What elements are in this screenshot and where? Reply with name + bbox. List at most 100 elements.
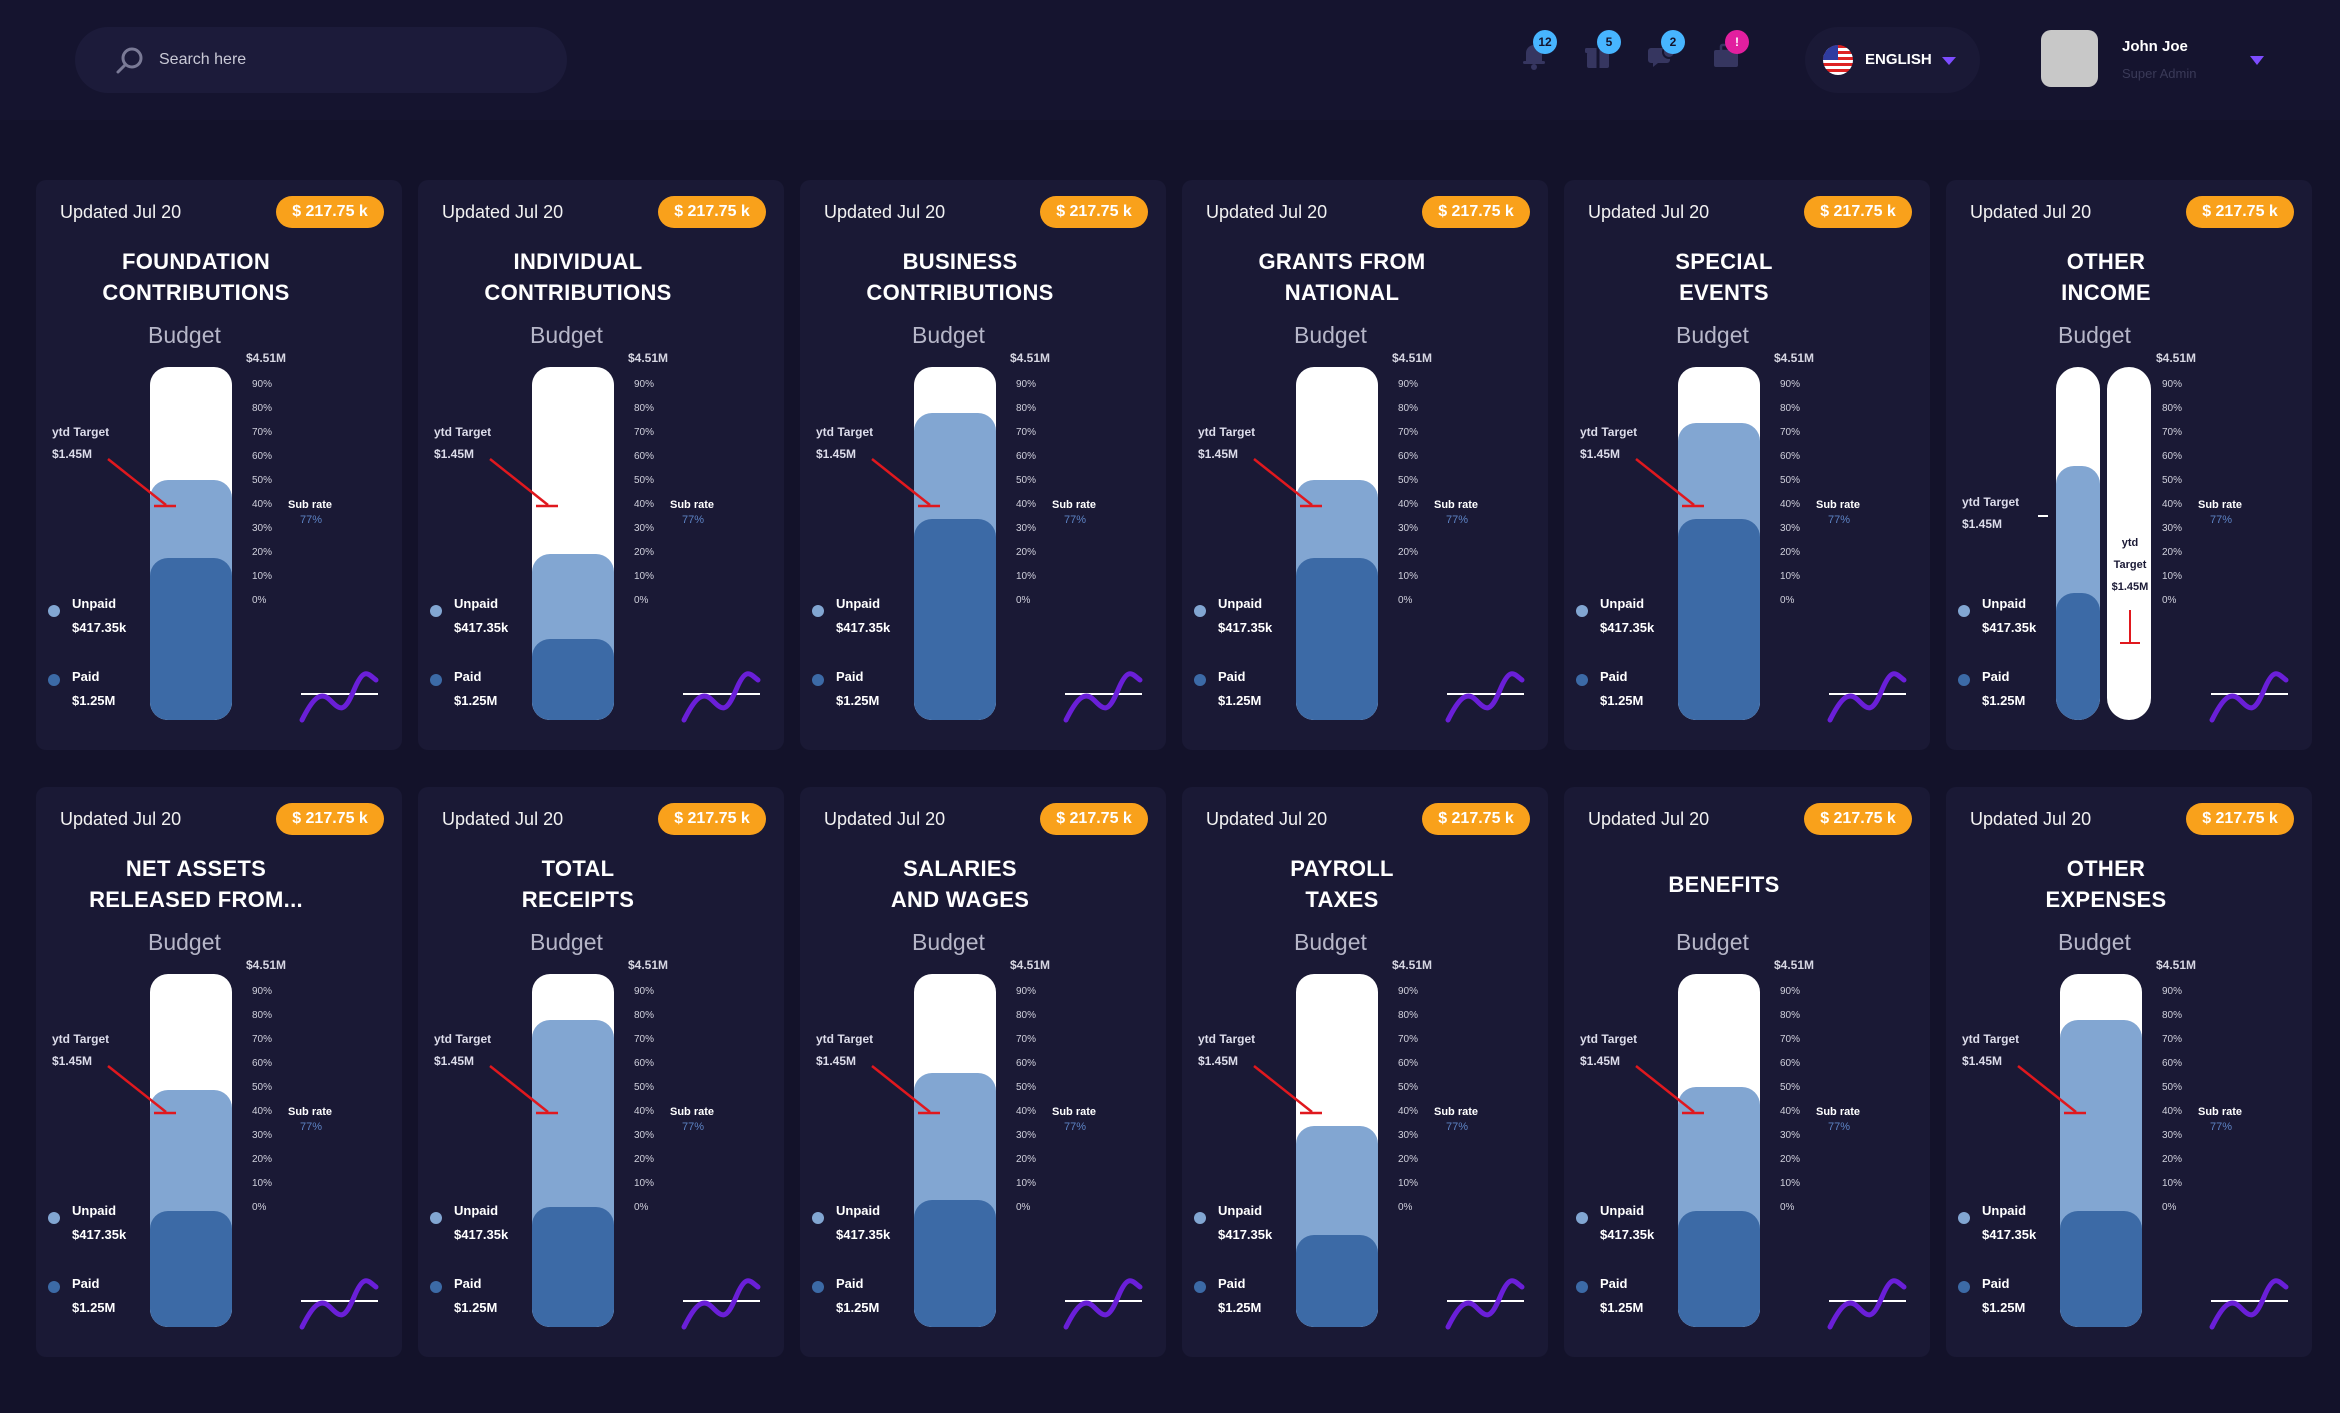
paid-legend-dot [1194,1281,1206,1293]
axis-tick-label: 40% [252,1106,273,1117]
sub-rate: Sub rate 77% [288,499,333,526]
budget-card[interactable]: Updated Jul 20 $ 217.75 k PAYROLL TAXES Budg… [1182,787,1548,1357]
unpaid-legend: Unpaid $417.35k [454,1203,509,1242]
axis-tick-label: 0% [252,595,267,606]
axis-tick-label: 90% [252,986,273,997]
amount-badge: $ 217.75 k [2186,803,2294,835]
user-menu-chevron-icon[interactable] [2250,56,2264,65]
avatar[interactable] [2041,30,2098,87]
user-role: Super Admin [2122,66,2197,81]
paid-segment [150,557,232,720]
ytd-target-arrow [107,458,176,508]
axis-tick-label: 0% [1016,1202,1031,1213]
amount-badge: $ 217.75 k [1804,803,1912,835]
budget-card[interactable]: Updated Jul 20 $ 217.75 k OTHER EXPENSES Bud… [1946,787,2312,1357]
card-title-line: BENEFITS [1668,872,1780,897]
axis-tick-label: 20% [1016,547,1037,558]
language-selector[interactable]: ENGLISH [1805,27,1980,93]
unpaid-legend: Unpaid $417.35k [1600,596,1655,635]
unpaid-legend: Unpaid $417.35k [1218,596,1273,635]
search-box[interactable] [75,27,567,93]
paid-legend-dot [1958,1281,1970,1293]
ytd-target-label: ytd Target $1.45M [52,425,110,461]
paid-segment [2060,1210,2142,1327]
axis-tick-label: 80% [1398,403,1419,414]
axis-tick-label: 10% [1780,1178,1801,1189]
paid-legend: Paid $1.25M [1982,1276,2026,1315]
budget-card[interactable]: Updated Jul 20 $ 217.75 k TOTAL RECEIPTS Bud… [418,787,784,1357]
budget-thermometer [1678,367,1760,720]
ytd-target-arrow [1253,458,1322,508]
axis-tick-label: 70% [252,427,273,438]
paid-segment [532,638,614,720]
axis-tick-label: 40% [1398,499,1419,510]
sparkline-icon [299,671,379,723]
budget-label: Budget [148,929,221,955]
user-name: John Joe [2122,38,2188,55]
budget-thermometer-target [2107,367,2151,720]
paid-legend-dot [812,674,824,686]
paid-segment [1296,557,1378,720]
axis-tick-label: 50% [2162,1082,2183,1093]
budget-max-label: $4.51M [628,958,669,972]
budget-card[interactable]: Updated Jul 20 $ 217.75 k INDIVIDUAL CONTRI… [418,180,784,750]
paid-legend: Paid $1.25M [1218,1276,1262,1315]
unpaid-legend-dot [812,605,824,617]
budget-card[interactable]: Updated Jul 20 $ 217.75 k OTHER INCOME Budge… [1946,180,2312,750]
paid-legend: Paid $1.25M [1218,669,1262,708]
axis-tick-label: 20% [252,1154,273,1165]
axis-tick-label: 40% [1016,499,1037,510]
sparkline-icon [1827,671,1907,723]
paid-legend-dot [430,1281,442,1293]
axis-tick-label: 70% [2162,1034,2183,1045]
budget-card[interactable]: Updated Jul 20 $ 217.75 k BUSINESS CONTRIBU… [800,180,1166,750]
axis-tick-label: 50% [634,475,655,486]
axis-tick-label: 90% [2162,986,2183,997]
budget-card[interactable]: Updated Jul 20 $ 217.75 k SALARIES AND WAGE… [800,787,1166,1357]
budget-label: Budget [912,322,985,348]
axis-tick-label: 10% [1780,571,1801,582]
search-input[interactable] [159,43,539,77]
ytd-target-arrow [1253,1065,1322,1115]
updated-date: Updated Jul 20 [60,202,182,222]
chevron-down-icon [1942,57,1956,65]
ytd-target-label: ytd Target $1.45M [52,1032,110,1068]
axis-tick-label: 50% [634,1082,655,1093]
budget-card[interactable]: Updated Jul 20 $ 217.75 k GRANTS FROM NATIO… [1182,180,1548,750]
sparkline-icon [1445,671,1525,723]
budget-card[interactable]: Updated Jul 20 $ 217.75 k NET ASSETS RELEAS… [36,787,402,1357]
paid-legend: Paid $1.25M [836,669,880,708]
unpaid-legend-dot [1576,1212,1588,1224]
axis-tick-label: 60% [1780,451,1801,462]
axis-tick-label: 60% [634,451,655,462]
axis-tick-label: 90% [634,986,655,997]
amount-badge: $ 217.75 k [1422,196,1530,228]
budget-max-label: $4.51M [1010,351,1051,365]
budget-card[interactable]: Updated Jul 20 $ 217.75 k SPECIAL EVENTS Bud… [1564,180,1930,750]
card-title: BUSINESS CONTRIBUTIONS [810,246,1110,308]
amount-badge: $ 217.75 k [658,196,766,228]
budget-label: Budget [912,929,985,955]
axis-tick-label: 80% [1780,403,1801,414]
axis-tick-label: 50% [1016,1082,1037,1093]
paid-segment [1678,1210,1760,1327]
axis-tick-label: 10% [634,571,655,582]
axis-tick-label: 20% [252,547,273,558]
ytd-target-arrow [871,1065,940,1115]
paid-segment [532,1206,614,1327]
budget-max-label: $4.51M [1392,351,1433,365]
axis-tick-label: 80% [1016,1010,1037,1021]
axis-tick-label: 60% [634,1058,655,1069]
paid-legend: Paid $1.25M [454,1276,498,1315]
card-title-line: EVENTS [1679,280,1769,305]
axis-tick-label: 10% [1398,1178,1419,1189]
axis-tick-label: 40% [2162,499,2183,510]
card-title-line: TAXES [1305,887,1379,912]
axis-tick-label: 70% [252,1034,273,1045]
budget-card[interactable]: Updated Jul 20 $ 217.75 k FOUNDATION CONTRI… [36,180,402,750]
sub-rate: Sub rate 77% [1816,1106,1861,1133]
axis-tick-label: 10% [1016,571,1037,582]
budget-card[interactable]: Updated Jul 20 $ 217.75 k BENEFITS Budget $4… [1564,787,1930,1357]
budget-thermometer [150,367,232,720]
budget-thermometer [914,367,996,720]
